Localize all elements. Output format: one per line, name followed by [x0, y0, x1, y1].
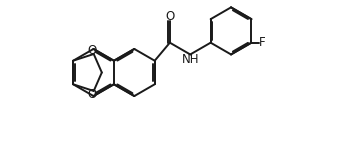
Text: NH: NH — [183, 53, 200, 66]
Text: F: F — [259, 36, 266, 49]
Text: O: O — [165, 10, 175, 23]
Text: O: O — [88, 88, 97, 102]
Text: O: O — [88, 44, 97, 57]
